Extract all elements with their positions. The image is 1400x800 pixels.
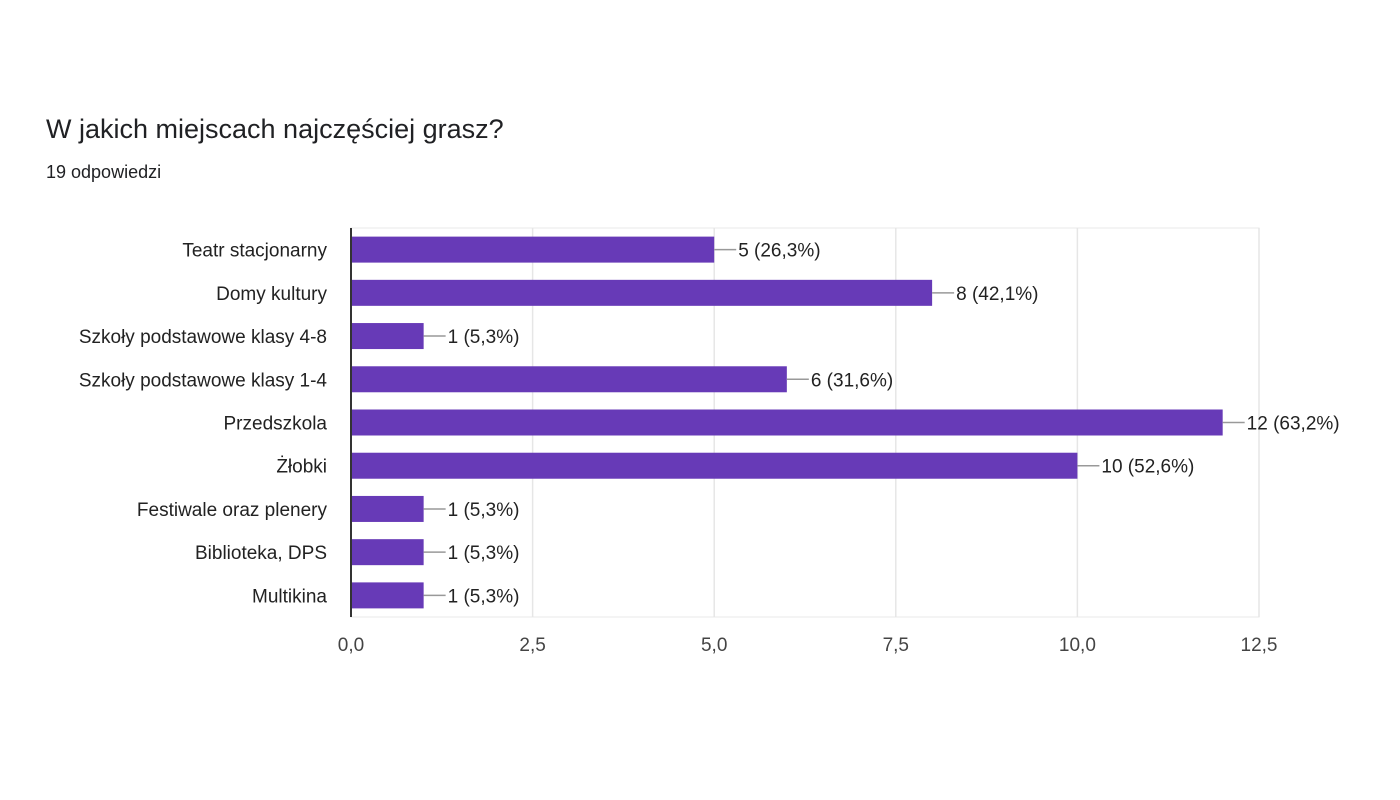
data-label: 12 (63,2%) xyxy=(1247,414,1340,435)
data-label: 6 (31,6%) xyxy=(811,370,893,391)
category-label: Domy kultury xyxy=(216,284,327,305)
bar xyxy=(351,539,424,566)
x-tick-label: 2,5 xyxy=(519,635,545,656)
category-label: Biblioteka, DPS xyxy=(195,543,327,564)
bar xyxy=(351,495,424,522)
data-label: 5 (26,3%) xyxy=(738,241,820,262)
response-count: 19 odpowiedzi xyxy=(46,162,162,182)
bar xyxy=(351,582,424,609)
bar xyxy=(351,409,1223,436)
bar xyxy=(351,452,1078,479)
data-label: 1 (5,3%) xyxy=(448,543,520,564)
x-tick-label: 7,5 xyxy=(883,635,909,656)
category-label: Przedszkola xyxy=(224,414,328,435)
bar xyxy=(351,279,933,306)
category-label: Szkoły podstawowe klasy 4-8 xyxy=(79,327,327,348)
x-tick-label: 0,0 xyxy=(338,635,364,656)
category-label: Multikina xyxy=(252,586,327,607)
x-tick-label: 10,0 xyxy=(1059,635,1096,656)
data-label: 1 (5,3%) xyxy=(448,586,520,607)
category-label: Teatr stacjonarny xyxy=(182,241,327,262)
data-label: 1 (5,3%) xyxy=(448,500,520,521)
data-label: 1 (5,3%) xyxy=(448,327,520,348)
x-tick-label: 12,5 xyxy=(1241,635,1278,656)
category-label: Festiwale oraz plenery xyxy=(137,500,328,521)
bar xyxy=(351,366,787,393)
category-label: Żłobki xyxy=(276,457,327,478)
chart-title: W jakich miejscach najczęściej grasz? xyxy=(46,114,504,144)
data-label: 8 (42,1%) xyxy=(956,284,1038,305)
data-label: 10 (52,6%) xyxy=(1101,457,1194,478)
bar xyxy=(351,236,715,263)
category-label: Szkoły podstawowe klasy 1-4 xyxy=(79,370,328,391)
x-tick-label: 5,0 xyxy=(701,635,727,656)
bar xyxy=(351,323,424,350)
